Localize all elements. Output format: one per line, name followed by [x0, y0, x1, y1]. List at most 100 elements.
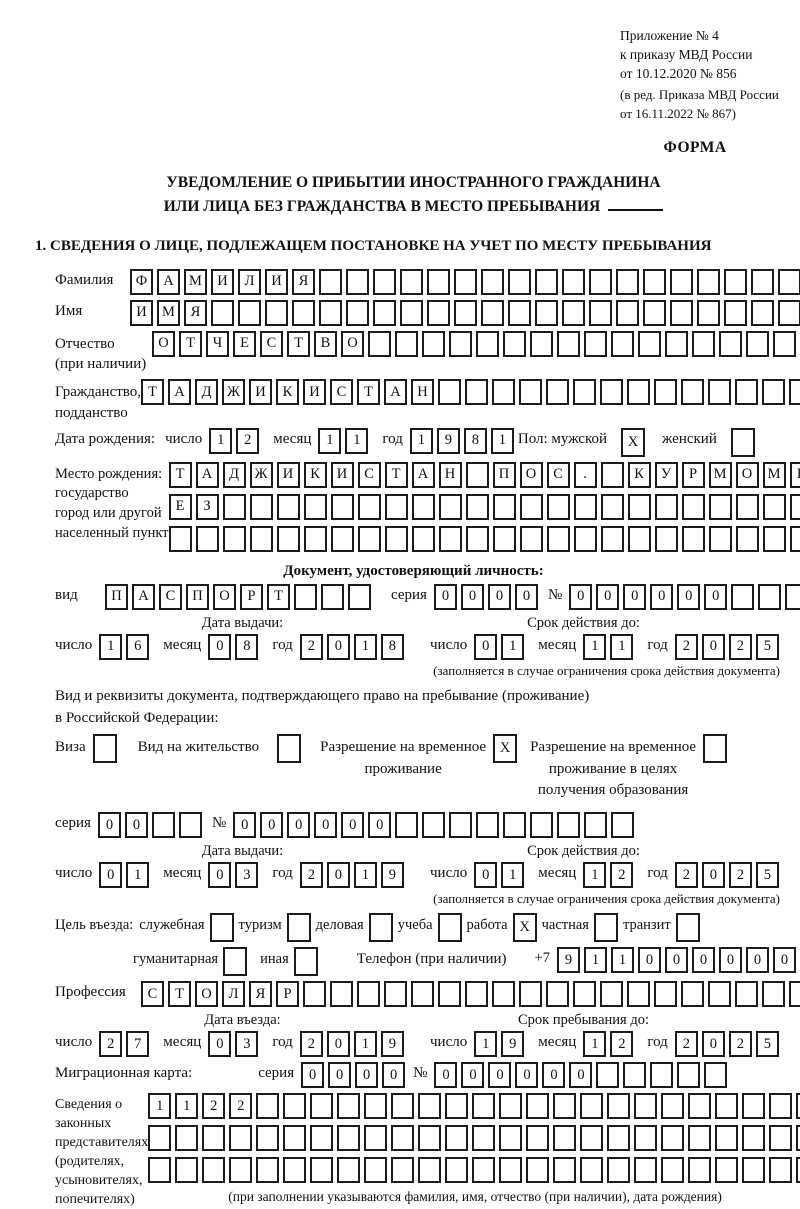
char-cell[interactable] — [358, 494, 381, 520]
char-cell[interactable] — [152, 812, 175, 838]
char-cell[interactable]: П — [493, 462, 516, 488]
char-cell[interactable] — [607, 1157, 630, 1183]
char-cell[interactable] — [384, 981, 407, 1007]
char-cell[interactable]: 0 — [328, 1062, 351, 1088]
char-cell[interactable] — [697, 269, 720, 295]
char-cell[interactable] — [503, 812, 526, 838]
char-cell[interactable]: 1 — [501, 862, 524, 888]
char-cell[interactable]: Ж — [222, 379, 245, 405]
char-cell[interactable]: 1 — [474, 1031, 497, 1057]
char-cell[interactable] — [520, 494, 543, 520]
purpose-private-checkbox[interactable] — [594, 913, 618, 942]
char-cell[interactable]: 0 — [233, 812, 256, 838]
char-cell[interactable] — [449, 331, 472, 357]
char-cell[interactable]: 0 — [638, 947, 661, 973]
char-cell[interactable] — [742, 1157, 765, 1183]
char-cell[interactable]: 8 — [235, 634, 258, 660]
char-cell[interactable] — [724, 300, 747, 326]
char-cell[interactable]: 0 — [314, 812, 337, 838]
char-cell[interactable] — [202, 1125, 225, 1151]
char-cell[interactable] — [418, 1125, 441, 1151]
char-cell[interactable] — [557, 812, 580, 838]
char-cell[interactable]: 1 — [583, 1031, 606, 1057]
char-cell[interactable] — [785, 584, 800, 610]
char-cell[interactable] — [148, 1125, 171, 1151]
char-cell[interactable]: 0 — [665, 947, 688, 973]
char-cell[interactable]: У — [655, 462, 678, 488]
purpose-study-checkbox[interactable] — [438, 913, 462, 942]
char-cell[interactable] — [580, 1157, 603, 1183]
char-cell[interactable] — [790, 526, 800, 552]
char-cell[interactable] — [385, 526, 408, 552]
char-cell[interactable]: И — [265, 269, 288, 295]
char-cell[interactable]: О — [520, 462, 543, 488]
char-cell[interactable]: А — [157, 269, 180, 295]
char-cell[interactable] — [616, 300, 639, 326]
char-cell[interactable]: И — [211, 269, 234, 295]
char-cell[interactable]: Т — [385, 462, 408, 488]
char-cell[interactable]: Т — [287, 331, 310, 357]
char-cell[interactable]: И — [249, 379, 272, 405]
char-cell[interactable]: 0 — [355, 1062, 378, 1088]
purpose-other-checkbox[interactable] — [294, 947, 318, 976]
char-cell[interactable]: И — [277, 462, 300, 488]
char-cell[interactable]: 0 — [382, 1062, 405, 1088]
char-cell[interactable] — [655, 494, 678, 520]
char-cell[interactable] — [530, 812, 553, 838]
char-cell[interactable] — [391, 1093, 414, 1119]
char-cell[interactable] — [704, 1062, 727, 1088]
char-cell[interactable] — [330, 981, 353, 1007]
char-cell[interactable] — [499, 1125, 522, 1151]
char-cell[interactable]: 0 — [773, 947, 796, 973]
char-cell[interactable] — [736, 526, 759, 552]
char-cell[interactable] — [481, 269, 504, 295]
char-cell[interactable] — [688, 1157, 711, 1183]
char-cell[interactable] — [715, 1157, 738, 1183]
char-cell[interactable] — [265, 300, 288, 326]
char-cell[interactable] — [736, 494, 759, 520]
char-cell[interactable]: И — [130, 300, 153, 326]
char-cell[interactable]: 0 — [208, 1031, 231, 1057]
char-cell[interactable] — [681, 981, 704, 1007]
char-cell[interactable]: Я — [184, 300, 207, 326]
char-cell[interactable]: 0 — [327, 862, 350, 888]
char-cell[interactable] — [607, 1125, 630, 1151]
char-cell[interactable]: Ч — [206, 331, 229, 357]
char-cell[interactable] — [655, 526, 678, 552]
char-cell[interactable]: 0 — [542, 1062, 565, 1088]
char-cell[interactable] — [627, 981, 650, 1007]
char-cell[interactable] — [553, 1125, 576, 1151]
char-cell[interactable] — [670, 269, 693, 295]
char-cell[interactable] — [596, 1062, 619, 1088]
char-cell[interactable]: 2 — [300, 1031, 323, 1057]
char-cell[interactable] — [229, 1157, 252, 1183]
char-cell[interactable] — [422, 331, 445, 357]
char-cell[interactable]: 0 — [746, 947, 769, 973]
char-cell[interactable] — [654, 981, 677, 1007]
char-cell[interactable]: Н — [439, 462, 462, 488]
char-cell[interactable] — [310, 1157, 333, 1183]
char-cell[interactable] — [368, 331, 391, 357]
char-cell[interactable] — [535, 300, 558, 326]
char-cell[interactable] — [763, 494, 786, 520]
char-cell[interactable] — [472, 1157, 495, 1183]
char-cell[interactable]: 0 — [515, 1062, 538, 1088]
char-cell[interactable]: С — [141, 981, 164, 1007]
char-cell[interactable] — [337, 1093, 360, 1119]
char-cell[interactable] — [418, 1093, 441, 1119]
char-cell[interactable] — [697, 300, 720, 326]
char-cell[interactable] — [346, 269, 369, 295]
char-cell[interactable] — [395, 331, 418, 357]
char-cell[interactable]: С — [358, 462, 381, 488]
char-cell[interactable] — [628, 494, 651, 520]
char-cell[interactable] — [331, 494, 354, 520]
char-cell[interactable]: Т — [179, 331, 202, 357]
char-cell[interactable] — [503, 331, 526, 357]
char-cell[interactable] — [601, 494, 624, 520]
char-cell[interactable] — [584, 812, 607, 838]
char-cell[interactable] — [601, 462, 624, 488]
char-cell[interactable] — [202, 1157, 225, 1183]
char-cell[interactable]: 2 — [729, 634, 752, 660]
char-cell[interactable]: 0 — [260, 812, 283, 838]
char-cell[interactable]: 0 — [719, 947, 742, 973]
